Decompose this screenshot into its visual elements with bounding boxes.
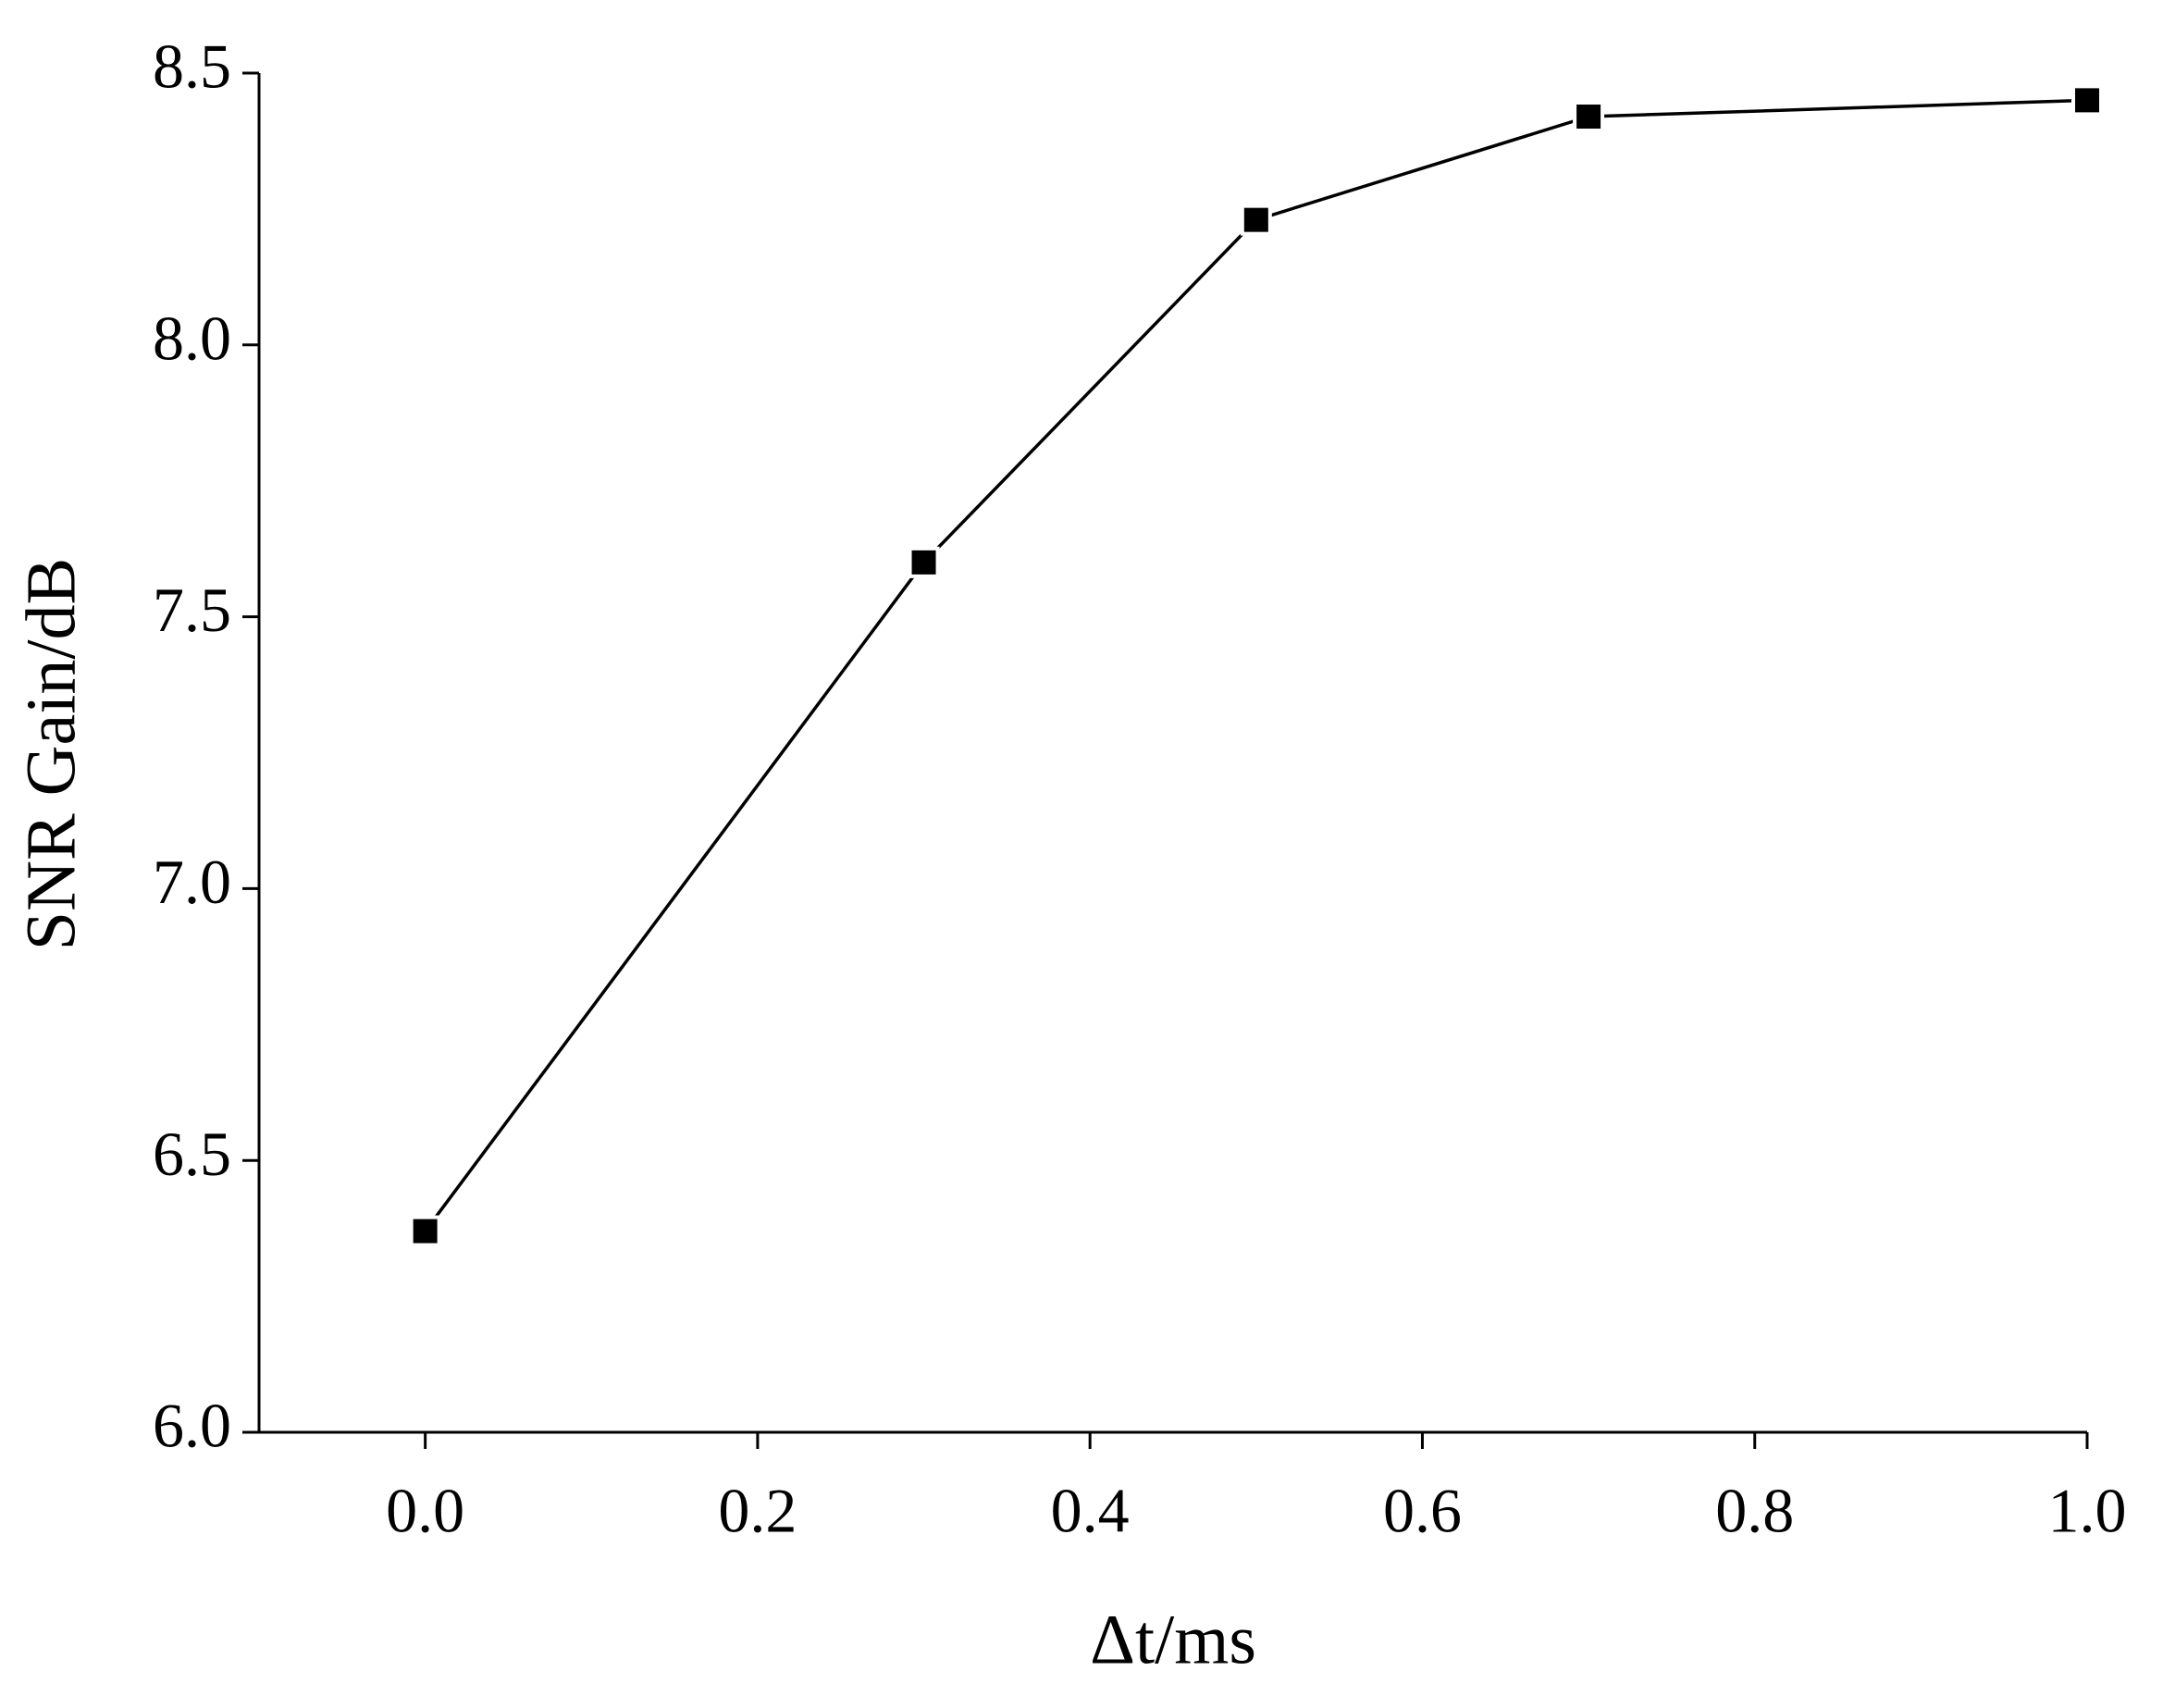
y-tick-label: 6.5 [153, 1119, 231, 1189]
y-tick-label: 8.0 [153, 303, 231, 373]
marker [908, 546, 940, 578]
marker [1240, 204, 1272, 236]
y-tick-label: 7.0 [153, 847, 231, 917]
marker [1573, 101, 1605, 133]
y-tick-label: 7.5 [153, 575, 231, 645]
x-tick-label: 0.0 [386, 1476, 464, 1546]
x-tick-label: 0.6 [1383, 1476, 1462, 1546]
x-axis-label: Δt/ms [1090, 1601, 1256, 1678]
x-tick-label: 0.8 [1715, 1476, 1794, 1546]
marker [409, 1215, 441, 1247]
y-tick-label: 8.5 [153, 31, 231, 102]
y-tick-label: 6.0 [153, 1391, 231, 1461]
x-tick-label: 1.0 [2048, 1476, 2127, 1546]
x-tick-label: 0.2 [718, 1476, 797, 1546]
x-tick-label: 0.4 [1051, 1476, 1130, 1546]
marker [2071, 84, 2103, 117]
y-axis-label: SNR Gain/dB [12, 558, 90, 950]
